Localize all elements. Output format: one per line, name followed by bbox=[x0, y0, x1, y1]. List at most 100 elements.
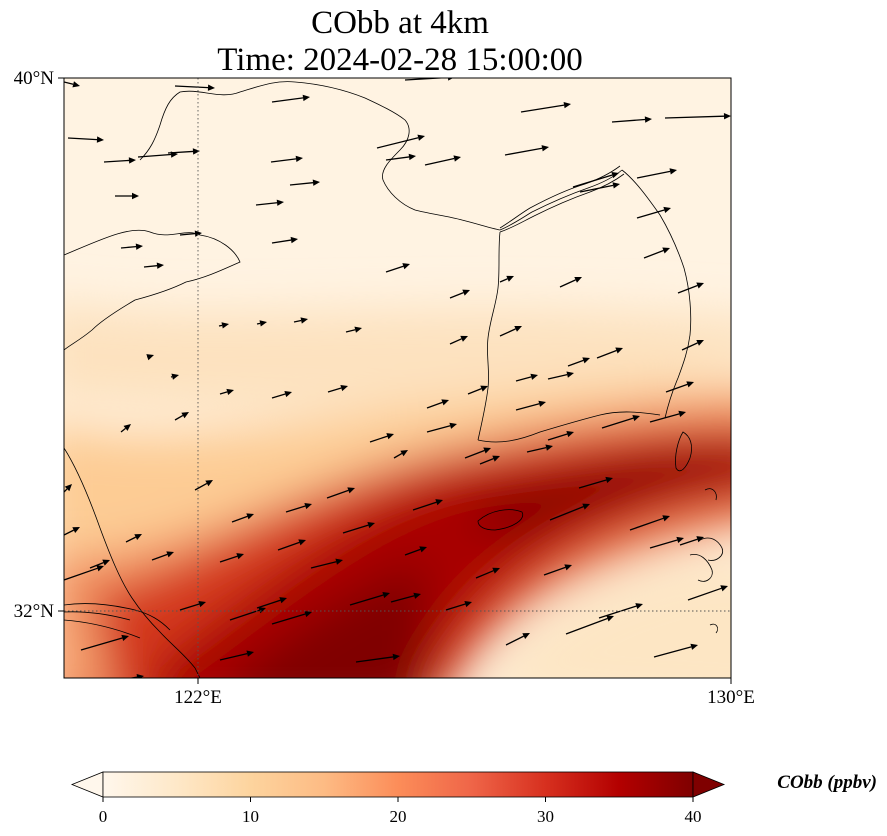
wind-arrow bbox=[115, 192, 139, 200]
wind-arrow bbox=[611, 116, 652, 123]
wind-arrow bbox=[424, 155, 461, 166]
wind-arrow bbox=[270, 155, 303, 163]
wind-arrow bbox=[404, 78, 454, 81]
wind-arrow bbox=[219, 388, 234, 395]
wind-arrow bbox=[326, 487, 355, 499]
wind-arrow bbox=[653, 643, 698, 658]
wind-arrow bbox=[479, 455, 500, 465]
wind-arrow bbox=[120, 424, 131, 433]
wind-arrow bbox=[64, 565, 104, 581]
wind-arrow bbox=[179, 230, 202, 237]
wind-arrow bbox=[342, 522, 375, 534]
wind-arrow bbox=[64, 527, 80, 536]
wind-arrow bbox=[687, 585, 728, 601]
wind-arrow bbox=[151, 551, 174, 561]
wind-arrow bbox=[679, 536, 704, 546]
wind-arrow bbox=[664, 113, 731, 120]
map-title: CObb at 4km bbox=[311, 5, 489, 41]
wind-arrow bbox=[547, 431, 574, 441]
wind-arrow bbox=[515, 400, 546, 411]
wind-arrow bbox=[449, 289, 470, 299]
wind-arrow bbox=[369, 433, 394, 443]
wind-arrow bbox=[445, 601, 472, 611]
colorbar-title: CObb (ppbv) bbox=[777, 772, 877, 793]
wind-arrow bbox=[355, 653, 400, 663]
wind-arrow bbox=[649, 536, 684, 549]
tick-label-40n: 40°N bbox=[14, 68, 55, 89]
wind-arrow bbox=[64, 81, 80, 88]
wind-arrow bbox=[120, 243, 143, 250]
wind-arrow bbox=[219, 553, 244, 563]
wind-arrow bbox=[475, 567, 500, 579]
wind-arrow bbox=[174, 84, 215, 91]
wind-arrow bbox=[393, 450, 408, 459]
wind-arrow bbox=[218, 322, 229, 329]
wind-arrow bbox=[426, 422, 457, 433]
wind-arrow bbox=[578, 476, 613, 489]
wind-arrow bbox=[293, 317, 308, 324]
wind-arrow bbox=[385, 153, 416, 161]
wind-arrow bbox=[649, 410, 686, 423]
wind-arrow bbox=[567, 357, 590, 367]
colorbar: 0 10 20 30 40 CObb (ppbv) bbox=[70, 771, 877, 826]
wind-arrow bbox=[636, 168, 677, 179]
colorbar-tick-40: 40 bbox=[685, 807, 702, 826]
wind-arrow bbox=[174, 412, 189, 421]
wind-arrow bbox=[579, 182, 620, 193]
wind-arrow bbox=[289, 179, 320, 186]
wind-arrow bbox=[549, 503, 590, 521]
wind-arrow bbox=[601, 415, 640, 429]
tick-label-32n: 32°N bbox=[14, 601, 55, 622]
wind-arrow bbox=[89, 559, 110, 569]
wind-arrow bbox=[167, 148, 200, 155]
wind-arrow bbox=[559, 276, 582, 288]
wind-arrow bbox=[467, 385, 488, 395]
wind-arrow bbox=[310, 558, 343, 569]
wind-arrow bbox=[520, 101, 571, 113]
wind-arrow bbox=[231, 513, 254, 523]
wind-arrow bbox=[677, 282, 704, 294]
map-subtitle-time: Time: 2024-02-28 15:00:00 bbox=[217, 42, 583, 78]
wind-arrow bbox=[103, 157, 136, 164]
wind-arrow bbox=[271, 236, 298, 244]
wind-arrow bbox=[67, 136, 104, 143]
wind-arrow bbox=[643, 247, 670, 259]
colorbar-extend-min bbox=[70, 771, 104, 798]
wind-arrow bbox=[404, 546, 427, 556]
wind-arrow bbox=[504, 145, 549, 156]
wind-vectors bbox=[64, 78, 731, 678]
wind-arrow bbox=[146, 354, 154, 361]
wind-arrow bbox=[285, 503, 312, 513]
tick-label-130e: 130°E bbox=[707, 687, 755, 708]
wind-arrow bbox=[229, 607, 266, 621]
wind-arrow bbox=[327, 384, 348, 393]
wind-arrow bbox=[256, 320, 267, 327]
wind-arrow bbox=[412, 499, 443, 511]
map-frame bbox=[63, 77, 732, 679]
colorbar-tick-10: 10 bbox=[242, 807, 259, 826]
colorbar-extend-max bbox=[692, 771, 726, 798]
colorbar-tick-30: 30 bbox=[537, 807, 554, 826]
wind-arrow bbox=[125, 534, 142, 543]
wind-arrow bbox=[219, 650, 254, 661]
tick-label-122e: 122°E bbox=[174, 687, 222, 708]
wind-arrow bbox=[565, 615, 614, 635]
wind-arrow bbox=[499, 275, 514, 283]
wind-arrow bbox=[636, 206, 671, 219]
wind-arrow bbox=[170, 373, 179, 380]
wind-arrow bbox=[596, 347, 623, 359]
colorbar-tick-0: 0 bbox=[99, 807, 108, 826]
wind-arrow bbox=[64, 484, 72, 493]
wind-arrow bbox=[681, 339, 704, 351]
wind-arrow bbox=[426, 399, 449, 409]
wind-arrow bbox=[376, 134, 425, 149]
colorbar-gradient bbox=[102, 771, 694, 798]
wind-arrow bbox=[143, 262, 164, 269]
wind-arrow bbox=[499, 325, 522, 337]
wind-arrow bbox=[464, 447, 491, 459]
wind-arrow bbox=[515, 373, 538, 382]
wind-arrow bbox=[349, 591, 390, 606]
wind-arrow bbox=[277, 539, 306, 551]
wind-arrow bbox=[572, 171, 619, 188]
gridlines bbox=[64, 78, 731, 678]
